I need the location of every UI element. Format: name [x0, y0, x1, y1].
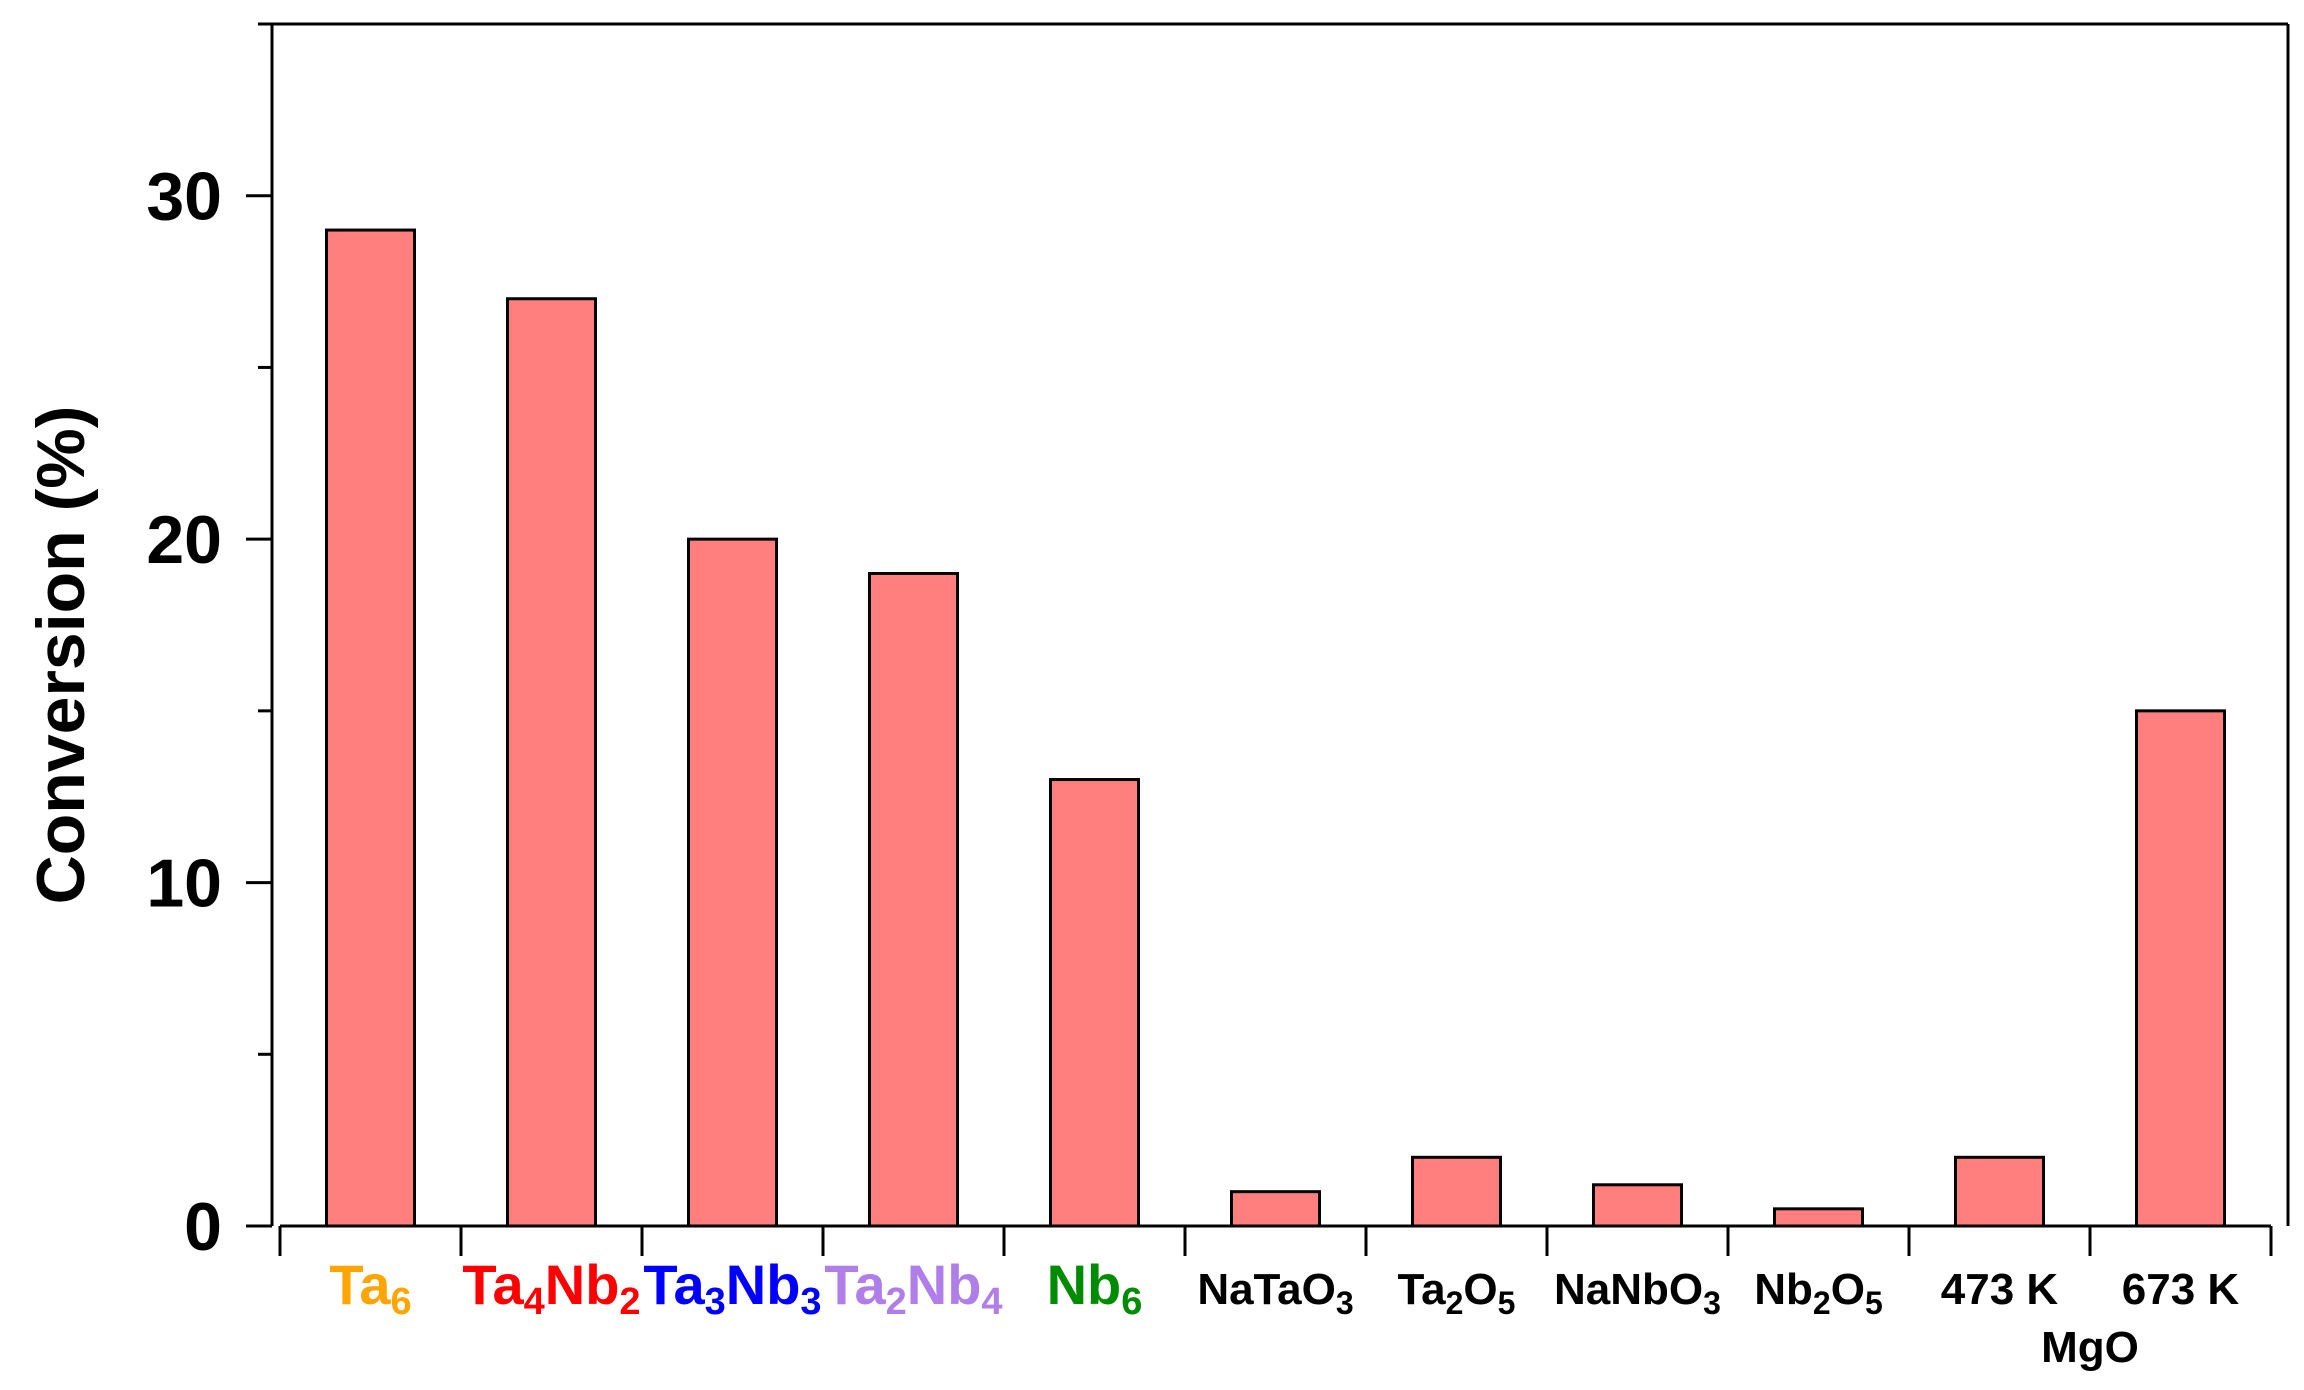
bar — [506, 297, 597, 1228]
y-tick-label: 10 — [146, 846, 222, 922]
x-tick-label: Nb2O5 — [1754, 1265, 1882, 1321]
bar — [1230, 1190, 1321, 1228]
x-tick-label: NaTaO3 — [1197, 1265, 1353, 1321]
bar — [1049, 778, 1140, 1228]
bar — [1954, 1155, 2045, 1228]
bar — [1411, 1155, 1502, 1228]
bar — [1773, 1207, 1864, 1228]
bar — [868, 571, 959, 1228]
bar — [1592, 1183, 1683, 1228]
x-tick-label: 473 K — [1941, 1265, 2059, 1314]
bar — [325, 228, 416, 1228]
y-tick-label: 20 — [146, 502, 222, 578]
group-label-mgo: MgO — [2041, 1323, 2139, 1372]
x-tick-label: 673 K — [2122, 1265, 2240, 1314]
y-axis-title: Conversion (%) — [23, 406, 99, 905]
x-tick-label: Ta4Nb2 — [462, 1253, 640, 1323]
x-tick-label: NaNbO3 — [1554, 1265, 1721, 1321]
x-tick-label: Ta3Nb3 — [643, 1253, 821, 1323]
x-tick-label: Ta2Nb4 — [824, 1253, 1002, 1323]
y-tick-label: 30 — [146, 159, 222, 235]
bar — [2135, 709, 2226, 1228]
x-tick-label: Ta6 — [329, 1253, 411, 1323]
x-tick-label: Nb6 — [1047, 1253, 1143, 1323]
y-tick-label: 0 — [184, 1189, 222, 1265]
x-tick-label: Ta2O5 — [1398, 1265, 1516, 1321]
bar — [687, 537, 778, 1228]
